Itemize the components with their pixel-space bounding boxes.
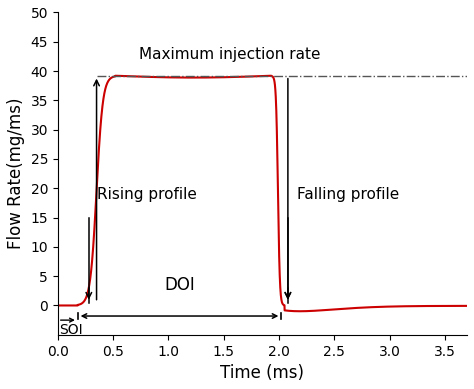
Text: Maximum injection rate: Maximum injection rate [138, 47, 320, 62]
X-axis label: Time (ms): Time (ms) [220, 364, 304, 382]
Text: Rising profile: Rising profile [97, 187, 196, 202]
Text: Falling profile: Falling profile [297, 187, 399, 202]
Text: SOI: SOI [59, 323, 82, 337]
Y-axis label: Flow Rate(mg/ms): Flow Rate(mg/ms) [7, 98, 25, 249]
Text: DOI: DOI [164, 276, 195, 294]
